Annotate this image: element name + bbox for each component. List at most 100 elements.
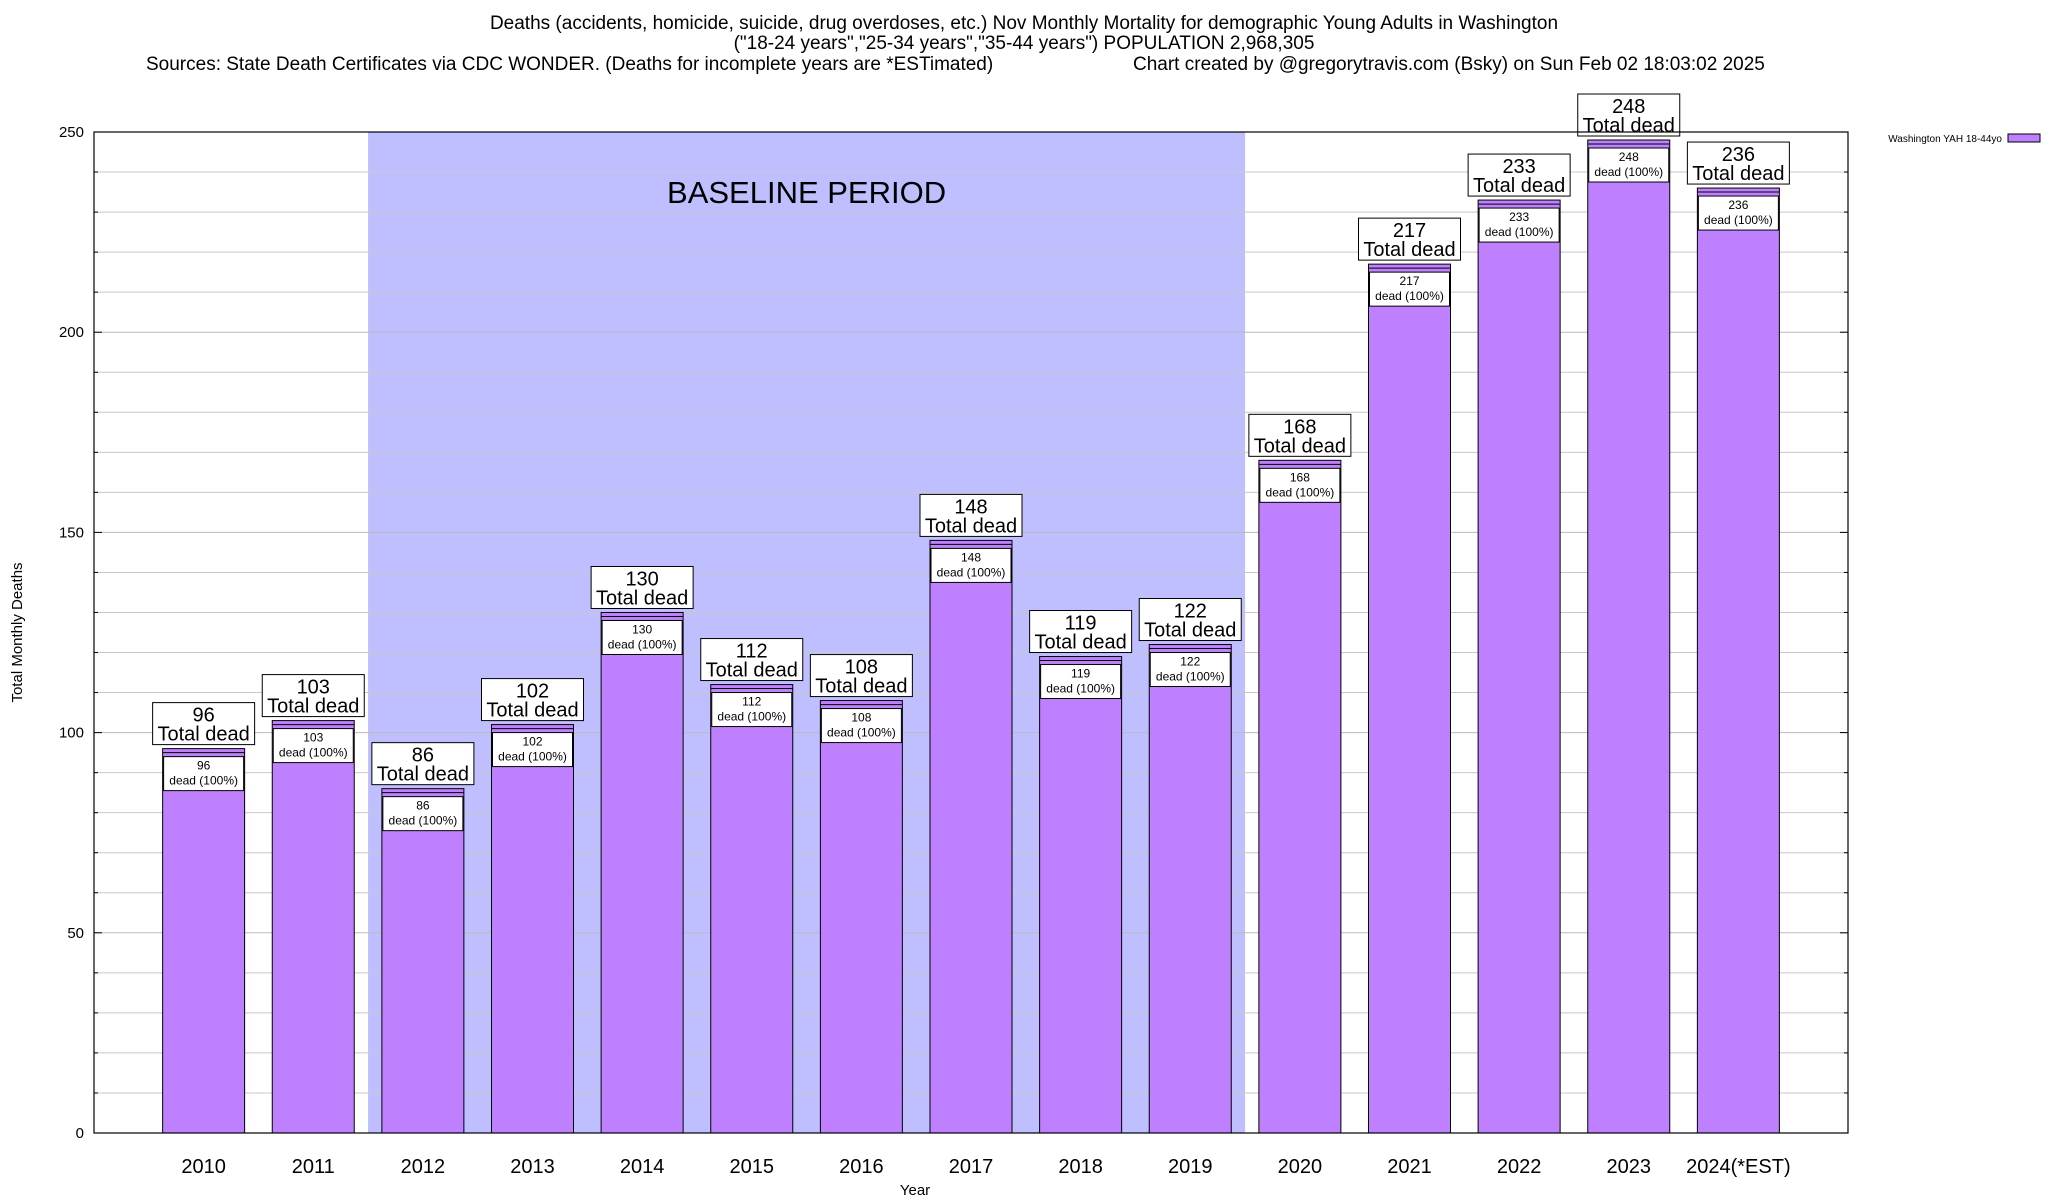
inner-label-value: 233 (1509, 210, 1529, 224)
total-label-text: Total dead (1583, 115, 1675, 137)
x-tick-label: 2019 (1168, 1156, 1213, 1178)
inner-label-box (1040, 664, 1122, 700)
total-label-box (1686, 141, 1790, 185)
inner-label-box (930, 547, 1012, 583)
bar (491, 724, 574, 1134)
total-label-text: Total dead (1144, 620, 1236, 642)
total-label-text: Total dead (1692, 163, 1784, 185)
total-label-box (700, 638, 804, 682)
x-tick-label: 2023 (1607, 1156, 1652, 1178)
total-label-box (809, 654, 913, 698)
inner-label-box (492, 732, 573, 768)
inner-label-box (272, 728, 354, 764)
total-label-box (152, 702, 256, 746)
inner-label-box (1149, 652, 1231, 688)
inner-label-value: 103 (303, 731, 323, 745)
bar (1477, 199, 1561, 1134)
inner-label-text: dead (100%) (1485, 225, 1554, 239)
inner-label-value: 236 (1728, 198, 1748, 212)
total-label-text: Total dead (1034, 632, 1126, 654)
y-tick-label: 250 (59, 124, 84, 141)
y-tick-label: 200 (59, 324, 84, 341)
inner-label-box (1697, 195, 1779, 231)
inner-label-box (1259, 467, 1341, 503)
inner-label-value: 130 (632, 622, 652, 636)
total-label-value: 112 (736, 641, 768, 663)
y-tick-label: 0 (76, 1125, 84, 1142)
bar (381, 788, 465, 1134)
y-tick-label: 100 (59, 725, 84, 742)
legend-swatch (2007, 133, 2041, 143)
inner-label-text: dead (100%) (169, 774, 238, 788)
chart-credit: Chart created by @gregorytravis.com (Bsk… (1133, 54, 1765, 75)
inner-label-value: 248 (1619, 150, 1639, 164)
plot-area-border (93, 131, 1849, 1134)
total-label-value: 108 (845, 657, 878, 679)
inner-label-text: dead (100%) (1375, 289, 1444, 303)
total-label-text: Total dead (267, 696, 359, 718)
chart-title-line-1: Deaths (accidents, homicide, suicide, dr… (489, 13, 1559, 34)
total-label-value: 96 (193, 705, 215, 727)
x-tick-label: 2014 (620, 1156, 665, 1178)
total-label-value: 102 (516, 681, 549, 703)
total-label-box (1358, 217, 1461, 261)
bar (271, 720, 355, 1134)
inner-label-box (1588, 147, 1670, 183)
y-axis-label: Total Monthly Deaths (9, 562, 26, 702)
total-label-text: Total dead (157, 724, 249, 746)
inner-label-value: 112 (742, 695, 761, 709)
x-tick-label: 2018 (1058, 1156, 1103, 1178)
total-label-value: 122 (1174, 601, 1207, 623)
chart-title-line-2: ("18-24 years","25-34 years","35-44 year… (733, 33, 1315, 54)
x-tick-label: 2021 (1387, 1156, 1432, 1178)
total-label-box (590, 565, 694, 609)
total-label-value: 130 (625, 568, 658, 590)
total-label-box (1467, 153, 1571, 197)
total-label-box (1138, 598, 1242, 642)
x-tick-label: 2016 (839, 1156, 884, 1178)
inner-label-value: 148 (961, 550, 981, 564)
total-label-value: 236 (1722, 144, 1755, 166)
total-label-value: 119 (1065, 613, 1097, 635)
inner-label-value: 86 (416, 799, 430, 813)
inner-label-text: dead (100%) (1704, 213, 1773, 227)
inner-label-value: 108 (851, 711, 871, 725)
inner-label-text: dead (100%) (608, 637, 677, 651)
bar (162, 748, 246, 1134)
y-tick-label: 150 (59, 524, 84, 541)
x-tick-label: 2024(*EST) (1686, 1156, 1791, 1178)
x-axis-label: Year (900, 1182, 930, 1199)
bar (1148, 644, 1232, 1134)
inner-label-text: dead (100%) (717, 710, 786, 724)
x-tick-label: 2012 (401, 1156, 446, 1178)
x-tick-label: 2017 (949, 1156, 994, 1178)
total-label-box (261, 674, 365, 718)
total-label-text: Total dead (377, 764, 469, 786)
baseline-period-label: BASELINE PERIOD (667, 175, 946, 210)
bar (1587, 139, 1671, 1134)
inner-label-box (1369, 271, 1450, 307)
bar (1368, 263, 1451, 1134)
x-tick-label: 2022 (1497, 1156, 1542, 1178)
inner-label-box (1478, 207, 1560, 243)
inner-label-box (382, 796, 464, 832)
total-label-text: Total dead (1363, 239, 1455, 261)
inner-label-text: dead (100%) (1046, 682, 1115, 696)
bar (819, 700, 903, 1134)
x-tick-label: 2015 (730, 1156, 775, 1178)
bar (1696, 187, 1780, 1134)
total-label-text: Total dead (815, 676, 907, 698)
total-label-value: 103 (297, 677, 330, 699)
chart-sources: Sources: State Death Certificates via CD… (146, 54, 994, 75)
inner-label-text: dead (100%) (498, 750, 567, 764)
legend-label: Washington YAH 18-44yo (1888, 134, 2002, 145)
bar (600, 611, 684, 1134)
inner-label-value: 96 (197, 759, 211, 773)
total-label-box (1577, 93, 1681, 137)
bar (929, 539, 1013, 1134)
total-label-text: Total dead (596, 587, 688, 609)
inner-label-text: dead (100%) (1594, 165, 1663, 179)
inner-label-box (163, 756, 245, 792)
bar (1039, 656, 1123, 1134)
